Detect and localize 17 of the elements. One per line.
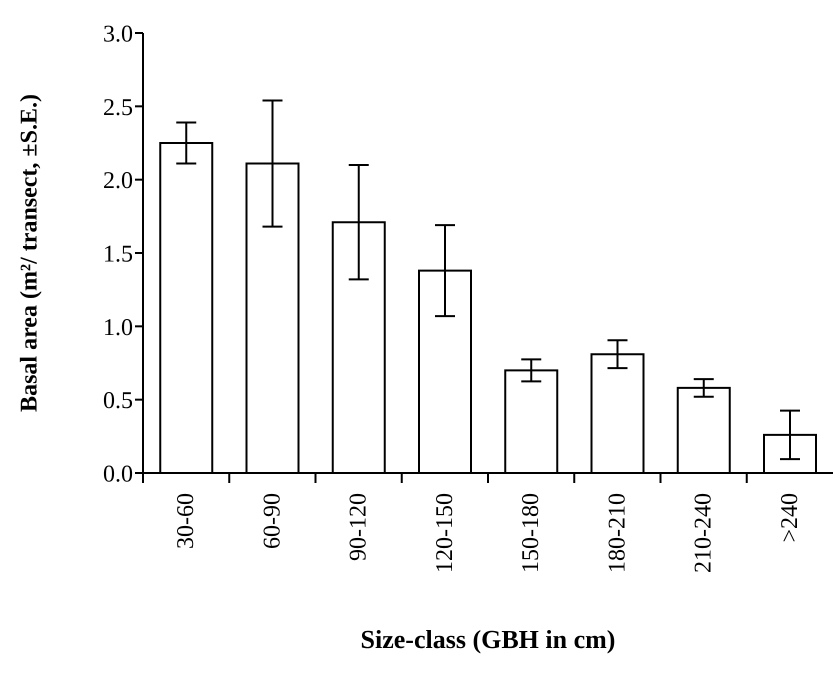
x-tick-label: >240 (776, 493, 803, 543)
y-axis-title: Basal area (m²/ transect, ±S.E.) (16, 94, 43, 412)
x-tick-label: 150-180 (518, 493, 544, 573)
x-tick-label: 60-90 (259, 493, 286, 549)
x-tick-label: 120-150 (432, 493, 458, 573)
y-tick-label: 0.0 (103, 462, 133, 488)
y-tick-label: 2.5 (103, 94, 133, 121)
x-tick-label: 90-120 (346, 493, 372, 561)
x-axis-title: Size-class (GBH in cm) (360, 625, 616, 654)
x-tick-label: 30-60 (173, 493, 200, 549)
y-tick-label: 0.5 (103, 388, 133, 414)
x-tick-label: 180-210 (604, 493, 630, 573)
y-tick-label: 2.0 (103, 168, 133, 194)
y-tick-label: 1.0 (103, 314, 133, 341)
y-tick-label: 1.5 (103, 242, 133, 268)
y-tick-label: 3.0 (103, 22, 133, 48)
x-tick-label: 210-240 (690, 493, 717, 573)
